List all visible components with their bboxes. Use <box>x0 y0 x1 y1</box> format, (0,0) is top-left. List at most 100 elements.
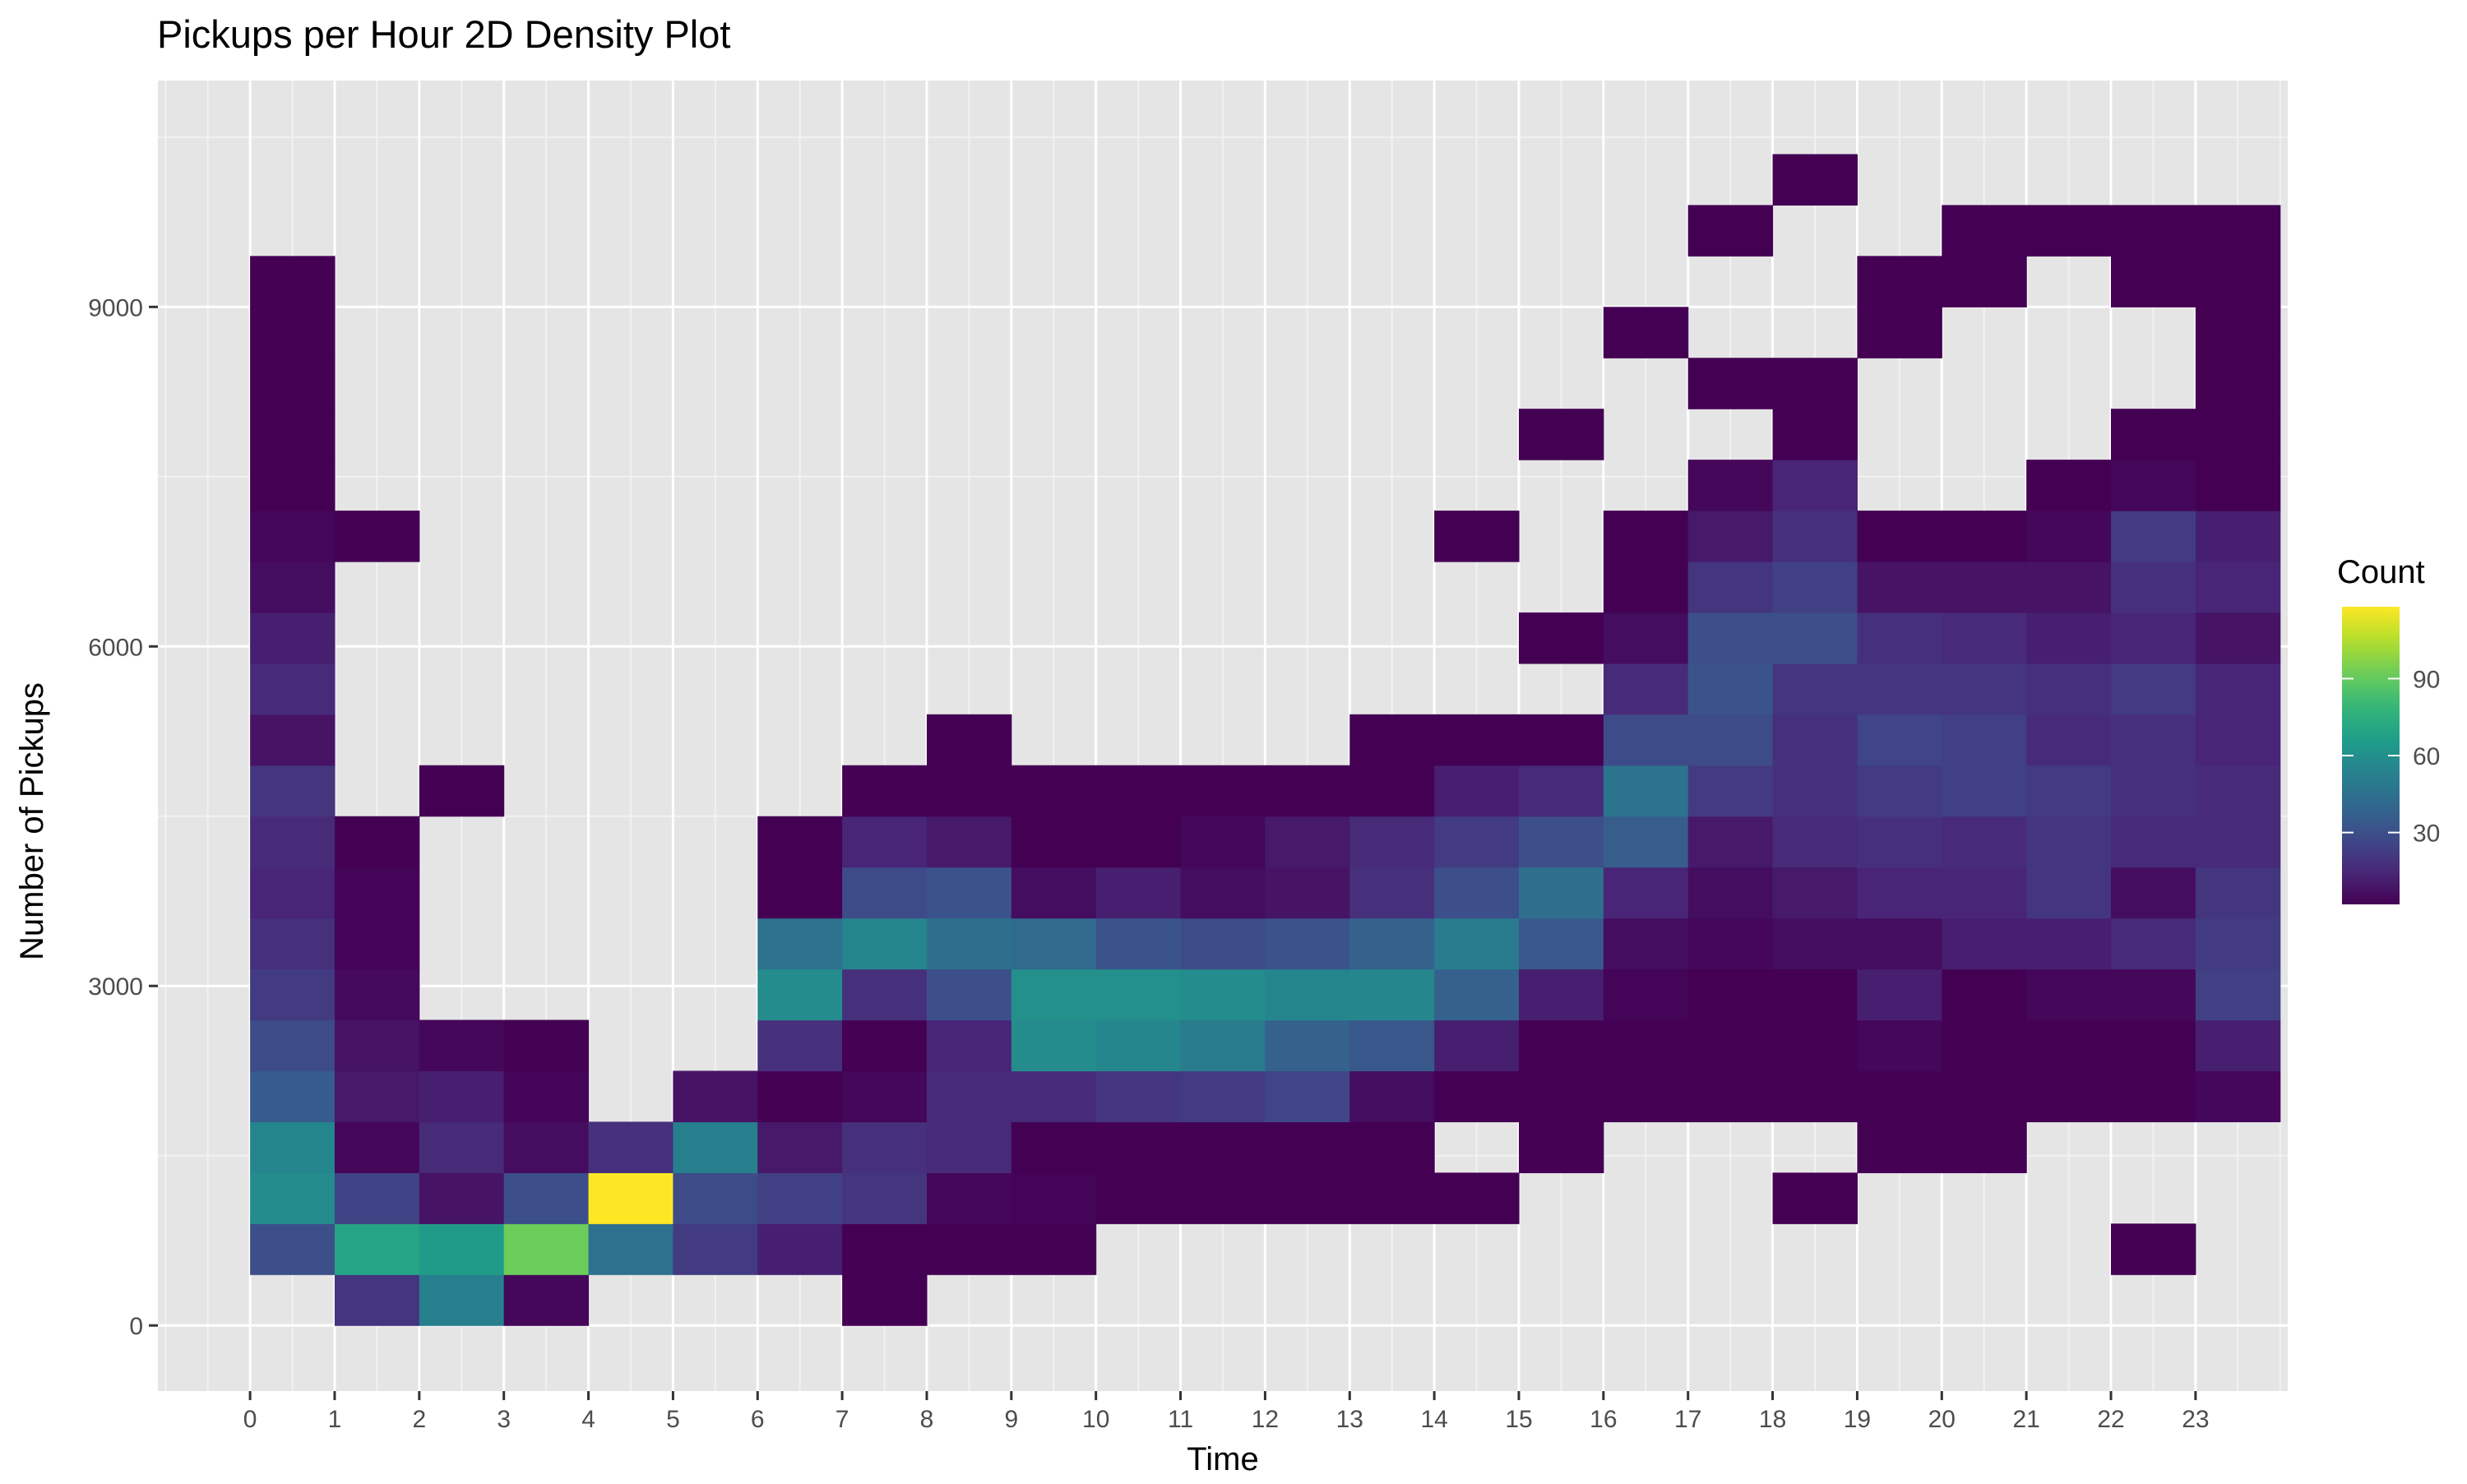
heatmap-tile <box>2195 511 2281 562</box>
heatmap-tile <box>1011 969 1097 1021</box>
x-tick-label: 3 <box>497 1406 511 1433</box>
heatmap-tile <box>334 511 420 562</box>
heatmap-tile <box>2111 409 2196 460</box>
heatmap-tile <box>1519 918 1604 970</box>
heatmap-tile <box>842 969 928 1021</box>
heatmap-tile <box>1857 1121 1942 1173</box>
heatmap-tile <box>1857 612 1942 664</box>
x-tick-label: 20 <box>1928 1406 1956 1433</box>
heatmap-tile <box>334 867 420 919</box>
heatmap-tile <box>503 1223 590 1275</box>
heatmap-tile <box>250 816 336 868</box>
heatmap-tile <box>842 1019 928 1072</box>
heatmap-tile <box>673 1121 758 1173</box>
heatmap-tile <box>250 358 336 409</box>
heatmap-tile <box>1687 612 1774 664</box>
heatmap-tile <box>1772 460 1858 511</box>
heatmap-tile <box>334 1070 420 1122</box>
heatmap-tile <box>842 918 928 970</box>
heatmap-tile <box>1180 1172 1266 1224</box>
x-tick-label: 18 <box>1759 1406 1786 1433</box>
heatmap-tile <box>1180 969 1266 1021</box>
heatmap-tile <box>1095 969 1182 1021</box>
heatmap-tile <box>334 1019 420 1072</box>
heatmap-tile <box>1095 1121 1182 1173</box>
heatmap-tile <box>1942 714 2027 766</box>
heatmap-tile <box>1011 867 1097 919</box>
heatmap-tile <box>1603 612 1689 664</box>
x-tick-label: 22 <box>2097 1406 2124 1433</box>
heatmap-tile <box>1942 1070 2027 1122</box>
heatmap-tile <box>926 1121 1012 1173</box>
heatmap-tile <box>926 918 1012 970</box>
heatmap-tile <box>2026 1070 2112 1122</box>
heatmap-tile <box>1434 1070 1520 1122</box>
heatmap-tile <box>1011 765 1097 817</box>
heatmap-tile <box>1603 714 1689 766</box>
heatmap-tile <box>1180 1121 1266 1173</box>
heatmap-tile <box>926 765 1012 817</box>
heatmap-tile <box>757 1019 843 1072</box>
heatmap-tile <box>2195 714 2281 766</box>
x-tick-label: 14 <box>1420 1406 1447 1433</box>
heatmap-tile <box>1687 918 1774 970</box>
heatmap-tile <box>2026 816 2112 868</box>
heatmap-tile <box>1857 1070 1942 1122</box>
heatmap-tile <box>1942 256 2027 307</box>
heatmap-tile <box>1857 816 1942 868</box>
heatmap-tile <box>1519 714 1604 766</box>
heatmap-tile <box>250 1019 336 1072</box>
heatmap-tile <box>1772 816 1858 868</box>
heatmap-tile <box>419 1274 505 1326</box>
heatmap-tile <box>1095 816 1182 868</box>
heatmap-tile <box>1434 1019 1520 1072</box>
heatmap-tile <box>2195 867 2281 919</box>
heatmap-tile <box>757 969 843 1021</box>
heatmap-tile <box>1519 612 1604 664</box>
heatmap-tile <box>1349 1019 1435 1072</box>
heatmap-tile <box>1772 612 1858 664</box>
heatmap-tile <box>1603 307 1689 358</box>
heatmap-tile <box>419 1223 505 1275</box>
heatmap-tile <box>1434 918 1520 970</box>
heatmap-tile <box>2195 562 2281 613</box>
heatmap-tile <box>2111 765 2196 817</box>
heatmap-tile <box>1434 1172 1520 1224</box>
heatmap-tile <box>503 1070 590 1122</box>
y-tick-label: 0 <box>129 1313 143 1340</box>
heatmap-tile <box>1011 1172 1097 1224</box>
heatmap-tile <box>419 765 505 817</box>
legend-tick-label: 60 <box>2413 743 2440 770</box>
heatmap-tile <box>334 918 420 970</box>
heatmap-tile <box>334 816 420 868</box>
heatmap-tile <box>419 1070 505 1122</box>
heatmap-tile <box>2195 205 2281 257</box>
heatmap-tile <box>1857 663 1942 715</box>
heatmap-tile <box>757 1172 843 1224</box>
heatmap-tile <box>2195 918 2281 970</box>
heatmap-tile <box>1942 663 2027 715</box>
heatmap-tile <box>503 1121 590 1173</box>
heatmap-tile <box>1349 765 1435 817</box>
heatmap-tile <box>2195 460 2281 511</box>
heatmap-tile <box>334 1121 420 1173</box>
heatmap-tile <box>1519 765 1604 817</box>
y-tick-label: 3000 <box>88 973 143 1001</box>
heatmap-tile <box>1011 1019 1097 1072</box>
heatmap-tile <box>503 1274 590 1326</box>
heatmap-tile <box>2195 969 2281 1021</box>
x-tick-label: 4 <box>581 1406 595 1433</box>
heatmap-tile <box>757 867 843 919</box>
heatmap-tile <box>2195 409 2281 460</box>
heatmap-tile <box>842 816 928 868</box>
heatmap-tile <box>1095 1019 1182 1072</box>
x-tick-label: 2 <box>412 1406 426 1433</box>
heatmap-tile <box>1687 1070 1774 1122</box>
heatmap-tile <box>1265 918 1350 970</box>
heatmap-tile <box>757 1223 843 1275</box>
heatmap-tile <box>2026 562 2112 613</box>
heatmap-tile <box>503 1019 590 1072</box>
heatmap-tile <box>757 1121 843 1173</box>
heatmap-tile <box>1519 867 1604 919</box>
